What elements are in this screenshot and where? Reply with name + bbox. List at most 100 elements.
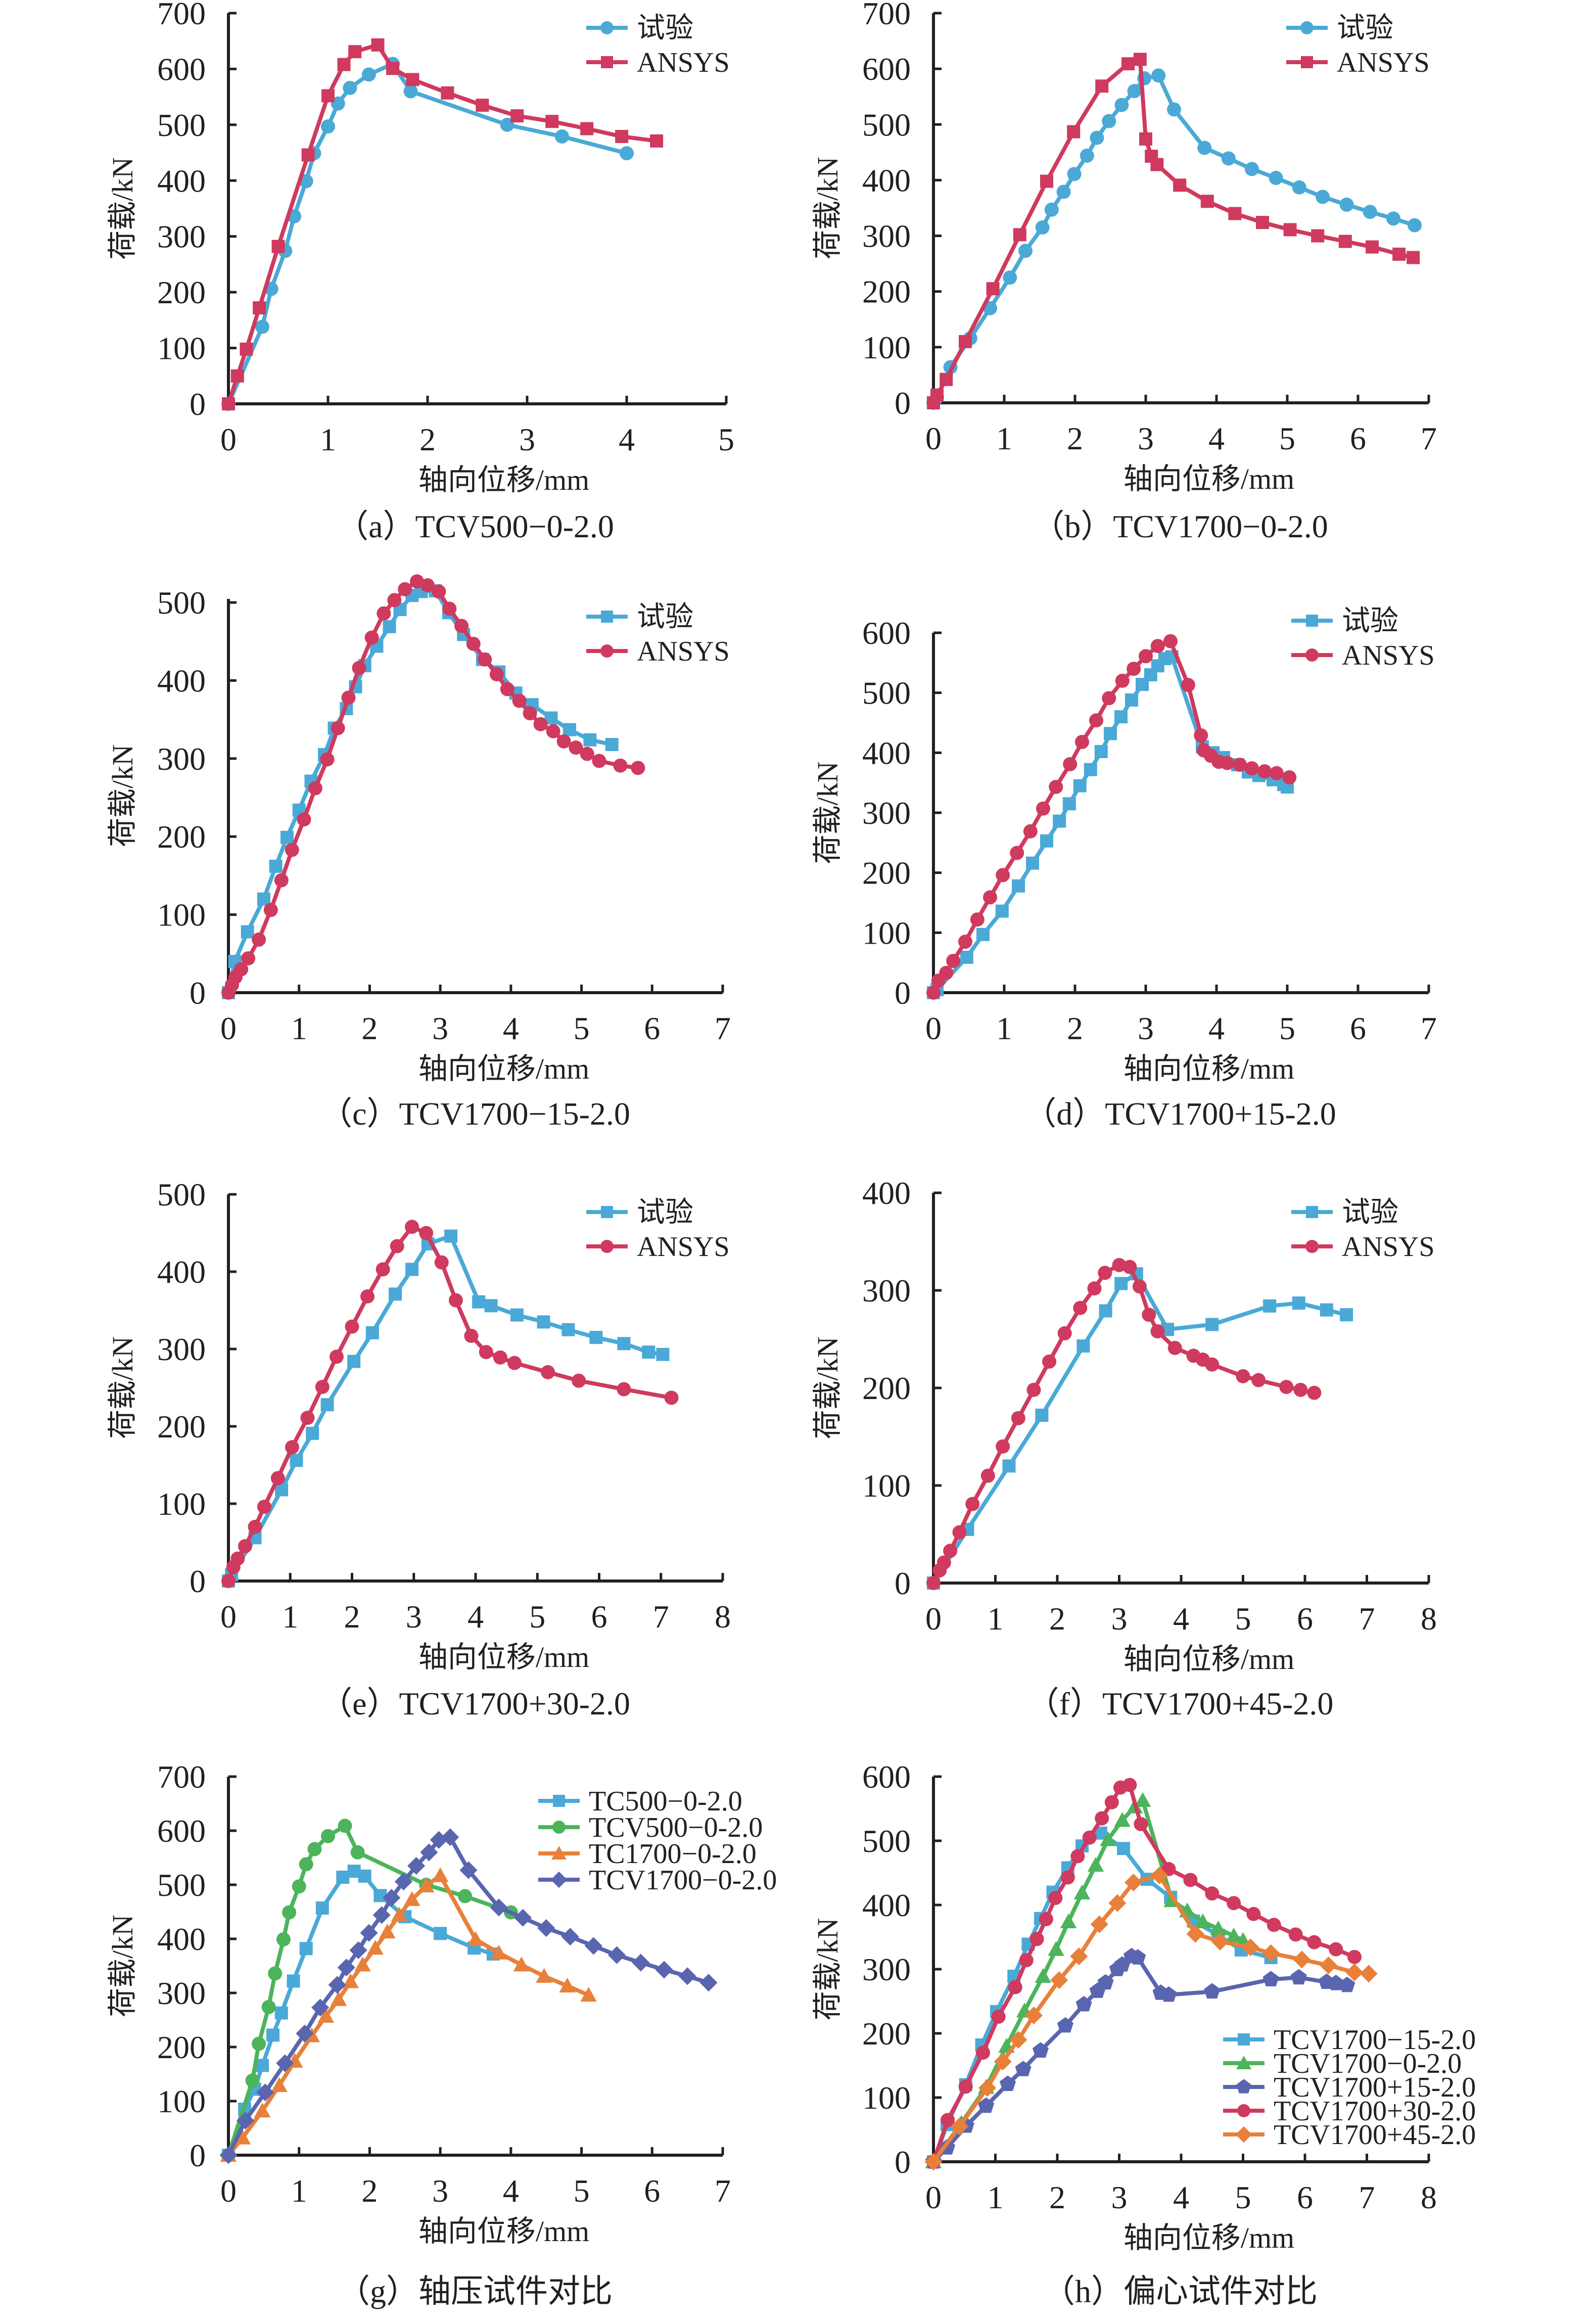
data-point [1121,57,1135,71]
data-point [1279,1380,1294,1395]
data-point [1293,1382,1308,1397]
series-line [931,1263,1317,1585]
legend-item: ANSYS [586,1231,730,1263]
data-point [1133,53,1147,66]
x-tick-label: 0 [925,1010,942,1046]
y-tick-label: 300 [157,741,206,777]
legend-item: TC500−0-2.0 [538,1786,742,1817]
x-tick-label: 4 [467,1599,484,1635]
data-point [1035,1409,1049,1422]
x-tick-label: 8 [1421,2179,1437,2215]
data-point [349,1941,367,1960]
panel-caption: （f）TCV1700+45-2.0 [1027,1686,1334,1722]
data-point [221,1574,236,1588]
legend-label: TCV1700+30-2.0 [1274,2096,1476,2127]
y-tick-label: 500 [157,1867,206,1903]
data-point [510,1308,524,1322]
data-point [1026,1382,1041,1397]
chart-panel-f: 0 100 200 300 400 0 1 2 3 4 5 6 7 8 轴向位移/mm 荷载/kN 试验ANSY… [811,1175,1437,1722]
y-tick-label: 200 [157,1409,206,1445]
data-point [458,1889,473,1903]
data-point [1340,1308,1353,1322]
data-point [1076,1339,1090,1353]
data-point [1042,1354,1057,1369]
data-point [965,1497,980,1511]
data-point [1008,1980,1022,1994]
series-line [226,1835,711,2157]
y-axis-title: 荷载/kN [106,1915,139,2017]
data-point [328,1976,346,1994]
data-point [1018,244,1033,258]
data-point [986,282,1000,296]
data-point [569,740,583,755]
data-point [299,1857,313,1872]
series-TCV1700+45-2.0 [924,1867,1378,2171]
chart-panel-a: 0 100 200 300 400 500 600 700 0 1 2 3 4 5 轴向位移/mm 荷载/kN… [106,0,734,544]
data-point [541,1365,555,1379]
data-point [379,1923,396,1939]
legend-label: 试验 [637,13,693,44]
data-point [292,1879,306,1894]
data-point [650,134,664,148]
data-point [276,1932,291,1947]
legend-marker-icon [1306,615,1318,627]
data-point [466,636,481,651]
legend-item: TCV1700+30-2.0 [1223,2096,1476,2127]
data-point [1347,1949,1362,1964]
data-point [390,1239,404,1253]
data-point [1024,2006,1043,2024]
data-point [1262,1944,1280,1962]
data-point [1048,1891,1063,1905]
legend-marker-icon [600,1240,614,1253]
data-point [241,951,256,966]
data-point [1112,1258,1127,1272]
data-point [1023,824,1038,839]
data-point [1067,167,1082,181]
data-point [1132,1279,1147,1294]
y-tick-label: 100 [157,897,206,933]
data-point [360,1289,375,1304]
data-point [607,1946,626,1964]
x-tick-label: 2 [1067,1010,1083,1046]
data-point [383,1889,401,1907]
legend-label: TCV1700+45-2.0 [1274,2119,1476,2151]
data-point [991,2009,1006,2024]
legend-marker-icon [1305,1240,1319,1253]
data-point [360,1924,378,1942]
data-point [1256,216,1269,229]
data-point [983,890,997,905]
x-tick-label: 6 [591,1599,607,1635]
data-point [442,601,457,616]
data-point [1125,693,1138,707]
legend-item: ANSYS [1291,1231,1435,1263]
data-point [371,38,385,52]
data-point [546,724,560,738]
chart-panel-b: 0 100 200 300 400 500 600 700 0 1 2 3 4 5 6 7 轴向位移/mm 荷载/… [811,0,1437,544]
data-point [1035,220,1050,235]
data-point [407,1857,426,1875]
data-point [321,89,335,103]
x-tick-label: 5 [574,1010,590,1046]
data-point [1102,114,1116,128]
legend-marker-icon [551,1846,567,1860]
data-point [234,962,249,977]
data-point [331,721,345,735]
x-tick-label: 3 [1138,421,1154,456]
y-tick-label: 0 [190,2137,206,2173]
data-point [561,1928,579,1946]
y-tick-label: 200 [862,855,911,891]
data-point [420,1843,438,1862]
y-tick-label: 500 [862,675,911,711]
legend-item: TCV1700−15-2.0 [1223,2024,1476,2056]
legend-label: TCV1700−0-2.0 [589,1865,777,1896]
legend-item: 试验 [1291,606,1398,637]
data-point [230,369,244,383]
data-point [563,723,576,736]
data-point [372,1906,391,1924]
data-point [500,682,514,696]
x-tick-label: 7 [653,1599,669,1635]
data-point [274,2006,288,2020]
data-point [256,2059,269,2072]
data-point [1002,1459,1016,1473]
